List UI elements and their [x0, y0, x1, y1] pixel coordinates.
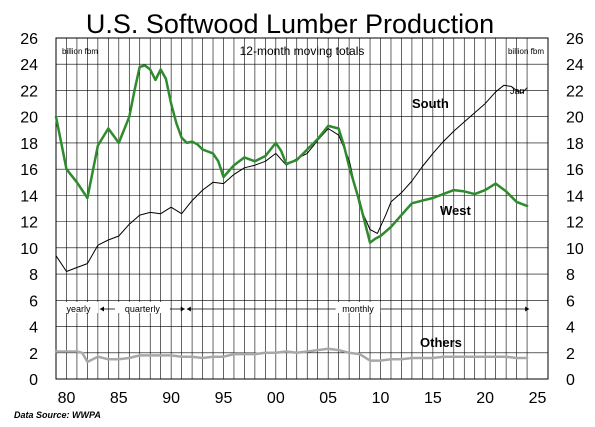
y-tick-label-right: 0	[566, 372, 575, 389]
y-tick-label-left: 4	[29, 320, 38, 337]
period-label-bg	[114, 302, 170, 313]
series-label-south: South	[412, 96, 449, 111]
y-tick-label-left: 18	[20, 136, 38, 153]
y-tick-label-right: 16	[566, 162, 584, 179]
y-tick-label-right: 18	[566, 136, 584, 153]
y-tick-label-right: 10	[566, 241, 584, 258]
y-tick-label-left: 6	[29, 293, 38, 310]
y-tick-label-right: 8	[566, 267, 575, 284]
data-source: Data Source: WWPA	[14, 410, 101, 420]
y-tick-label-right: 4	[566, 320, 575, 337]
period-label: yearly	[66, 304, 91, 314]
y-tick-label-left: 16	[20, 162, 38, 179]
x-tick-label: 00	[267, 390, 285, 407]
y-tick-label-right: 14	[566, 188, 584, 205]
period-label-bg	[335, 302, 381, 313]
y-tick-label-left: 26	[20, 31, 38, 48]
y-tick-label-left: 2	[29, 346, 38, 363]
period-arrowhead	[186, 306, 191, 312]
y-tick-label-right: 20	[566, 110, 584, 127]
y-tick-label-left: 8	[29, 267, 38, 284]
y-tick-label-right: 24	[566, 57, 584, 74]
y-tick-label-left: 0	[29, 372, 38, 389]
y-tick-label-right: 6	[566, 293, 575, 310]
y-tick-label-left: 10	[20, 241, 38, 258]
period-label-bg	[58, 302, 99, 313]
y-tick-label-right: 22	[566, 83, 584, 100]
x-tick-label: 85	[110, 390, 128, 407]
period-label: monthly	[342, 304, 374, 314]
x-tick-label: 90	[162, 390, 180, 407]
y-axis-label-left: billion fbm	[62, 47, 98, 56]
y-tick-label-left: 12	[20, 215, 38, 232]
chart-title: U.S. Softwood Lumber Production	[86, 9, 494, 39]
y-tick-label-left: 14	[20, 188, 38, 205]
period-arrowhead	[99, 306, 104, 312]
y-tick-label-right: 12	[566, 215, 584, 232]
series-line-west	[54, 64, 529, 244]
period-label: quarterly	[125, 304, 161, 314]
series-label-others: Others	[420, 335, 462, 350]
x-tick-label: 80	[58, 390, 76, 407]
x-tick-label: 95	[215, 390, 233, 407]
period-arrowhead	[525, 306, 530, 312]
y-tick-label-left: 22	[20, 83, 38, 100]
chart-subtitle: 12-month moving totals	[240, 44, 365, 58]
y-tick-label-left: 24	[20, 57, 38, 74]
y-tick-label-right: 2	[566, 346, 575, 363]
x-tick-label: 15	[424, 390, 442, 407]
period-arrowhead	[180, 306, 185, 312]
y-tick-label-right: 26	[566, 31, 584, 48]
series-line-south	[55, 84, 528, 272]
y-axis-label-right: billion fbm	[508, 47, 544, 56]
plot-area	[55, 37, 549, 380]
series-line-others	[54, 347, 529, 364]
x-tick-label: 20	[476, 390, 494, 407]
x-tick-label: 10	[372, 390, 390, 407]
series-label-west: West	[440, 203, 471, 218]
x-tick-label: 25	[529, 390, 547, 407]
end-label: Jan	[510, 86, 525, 96]
x-tick-label: 05	[319, 390, 337, 407]
y-tick-label-left: 20	[20, 110, 38, 127]
